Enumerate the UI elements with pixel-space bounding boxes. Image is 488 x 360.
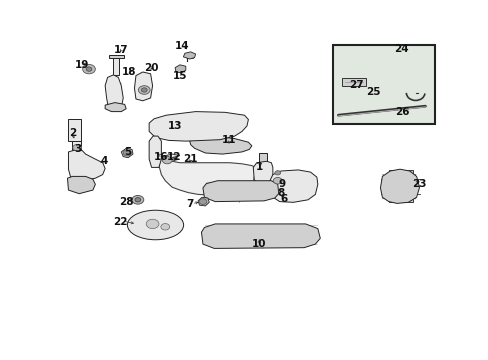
Text: 2: 2 (69, 128, 76, 138)
Text: 28: 28 (119, 197, 133, 207)
Circle shape (86, 67, 92, 71)
Circle shape (178, 120, 183, 124)
Circle shape (138, 86, 150, 94)
Bar (388, 198, 412, 202)
Circle shape (217, 121, 224, 126)
Text: 3: 3 (75, 144, 81, 154)
Polygon shape (380, 169, 419, 203)
Circle shape (199, 199, 206, 204)
Polygon shape (68, 150, 105, 180)
Polygon shape (159, 154, 259, 195)
Text: 1: 1 (255, 162, 262, 172)
Text: 13: 13 (167, 121, 182, 131)
Text: 7: 7 (185, 199, 193, 210)
Text: 23: 23 (411, 179, 426, 189)
Circle shape (158, 120, 172, 130)
Text: 17: 17 (114, 45, 128, 55)
Text: 8: 8 (277, 188, 284, 198)
Circle shape (132, 195, 143, 204)
Polygon shape (149, 136, 161, 167)
Bar (342, 78, 365, 86)
Ellipse shape (127, 210, 183, 240)
Polygon shape (105, 75, 123, 111)
Bar (259, 153, 266, 163)
Text: 20: 20 (144, 63, 159, 73)
Text: 15: 15 (172, 71, 187, 81)
Text: 12: 12 (166, 152, 181, 162)
Circle shape (162, 157, 172, 164)
Text: 22: 22 (113, 217, 128, 228)
Circle shape (146, 219, 159, 229)
Circle shape (175, 117, 186, 126)
Circle shape (191, 115, 209, 128)
Bar (332, 45, 434, 124)
Text: 9: 9 (278, 179, 285, 189)
Circle shape (232, 123, 238, 127)
Text: 14: 14 (175, 41, 189, 51)
Polygon shape (121, 148, 133, 158)
Polygon shape (105, 103, 126, 112)
Text: 26: 26 (394, 107, 408, 117)
Polygon shape (175, 65, 185, 73)
Text: 11: 11 (221, 135, 236, 145)
Circle shape (141, 88, 147, 92)
Circle shape (229, 121, 241, 130)
Polygon shape (253, 161, 272, 184)
Polygon shape (201, 224, 320, 248)
Bar (72, 141, 81, 150)
Bar (388, 170, 412, 175)
Polygon shape (183, 52, 195, 59)
Circle shape (196, 118, 204, 125)
Text: 16: 16 (154, 152, 168, 162)
Polygon shape (198, 197, 209, 206)
Polygon shape (134, 72, 152, 101)
Text: 18: 18 (122, 67, 136, 77)
Circle shape (123, 150, 131, 156)
Bar (108, 55, 124, 58)
Polygon shape (269, 170, 317, 202)
Text: 5: 5 (124, 147, 131, 157)
Bar (113, 58, 119, 75)
Circle shape (161, 224, 169, 230)
Text: 6: 6 (280, 194, 286, 204)
Text: 4: 4 (100, 156, 108, 166)
Circle shape (273, 177, 282, 184)
Circle shape (162, 123, 168, 128)
Polygon shape (149, 112, 248, 141)
Circle shape (135, 198, 141, 202)
Circle shape (214, 118, 227, 128)
Text: 25: 25 (365, 87, 380, 97)
Circle shape (82, 64, 95, 74)
Polygon shape (67, 176, 95, 194)
Polygon shape (189, 136, 251, 154)
Polygon shape (203, 181, 278, 202)
Text: 19: 19 (75, 60, 89, 70)
Text: 10: 10 (251, 239, 266, 249)
Text: 21: 21 (183, 154, 198, 164)
Bar (68, 119, 81, 141)
Text: 24: 24 (393, 44, 407, 54)
Text: 27: 27 (348, 80, 363, 90)
Circle shape (73, 144, 81, 151)
Circle shape (274, 171, 280, 175)
